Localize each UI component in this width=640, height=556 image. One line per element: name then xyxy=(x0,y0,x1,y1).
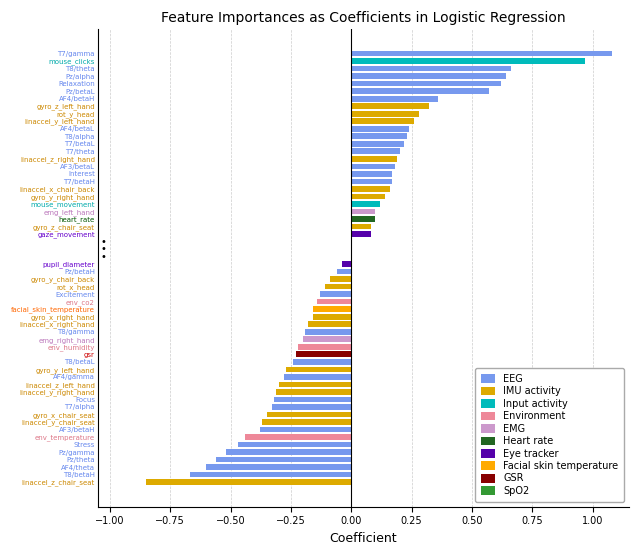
Bar xyxy=(330,276,351,282)
Text: •: • xyxy=(100,236,106,246)
Legend: EEG, IMU activity, Input activity, Environment, EMG, Heart rate, Eye tracker, Fa: EEG, IMU activity, Input activity, Envir… xyxy=(475,368,624,502)
Bar xyxy=(351,58,586,64)
Bar xyxy=(342,261,351,267)
Bar xyxy=(351,81,501,87)
Bar xyxy=(351,148,399,154)
Bar xyxy=(298,344,351,350)
Bar xyxy=(351,201,380,207)
Bar xyxy=(351,193,385,199)
Bar xyxy=(276,389,351,395)
Bar xyxy=(351,224,371,229)
Bar xyxy=(351,186,390,192)
Bar xyxy=(351,73,506,79)
Bar xyxy=(337,269,351,275)
Bar xyxy=(271,404,351,410)
Bar xyxy=(351,51,612,56)
Bar xyxy=(274,396,351,402)
Title: Feature Importances as Coefficients in Logistic Regression: Feature Importances as Coefficients in L… xyxy=(161,11,566,25)
Bar xyxy=(351,141,404,147)
Bar xyxy=(320,291,351,297)
Bar xyxy=(279,381,351,387)
Bar xyxy=(351,171,392,177)
Bar xyxy=(146,479,351,485)
Bar xyxy=(216,456,351,463)
Bar xyxy=(351,66,511,71)
Bar xyxy=(284,374,351,380)
Bar xyxy=(351,208,376,214)
Bar xyxy=(351,96,438,102)
Bar xyxy=(305,329,351,335)
Bar xyxy=(351,156,397,162)
Bar xyxy=(226,449,351,455)
Bar xyxy=(286,366,351,372)
Bar xyxy=(312,306,351,312)
Bar xyxy=(351,103,429,109)
Bar xyxy=(308,321,351,327)
Bar xyxy=(245,434,351,440)
Text: •: • xyxy=(100,244,106,254)
Bar xyxy=(351,88,489,94)
Bar xyxy=(189,471,351,478)
Bar xyxy=(351,231,371,237)
Bar xyxy=(267,411,351,417)
Bar xyxy=(259,426,351,432)
Bar xyxy=(296,351,351,357)
Bar xyxy=(317,299,351,305)
Bar xyxy=(351,133,407,139)
Bar xyxy=(351,126,409,132)
Bar xyxy=(262,419,351,425)
Bar xyxy=(207,464,351,470)
Bar xyxy=(351,216,376,222)
Bar xyxy=(293,359,351,365)
Bar xyxy=(324,284,351,290)
Bar xyxy=(351,118,414,124)
Bar xyxy=(351,178,392,184)
Bar xyxy=(351,163,395,169)
X-axis label: Coefficient: Coefficient xyxy=(330,532,397,545)
Text: •: • xyxy=(100,251,106,261)
Bar xyxy=(351,111,419,117)
Bar xyxy=(312,314,351,320)
Bar xyxy=(238,441,351,448)
Bar xyxy=(303,336,351,342)
